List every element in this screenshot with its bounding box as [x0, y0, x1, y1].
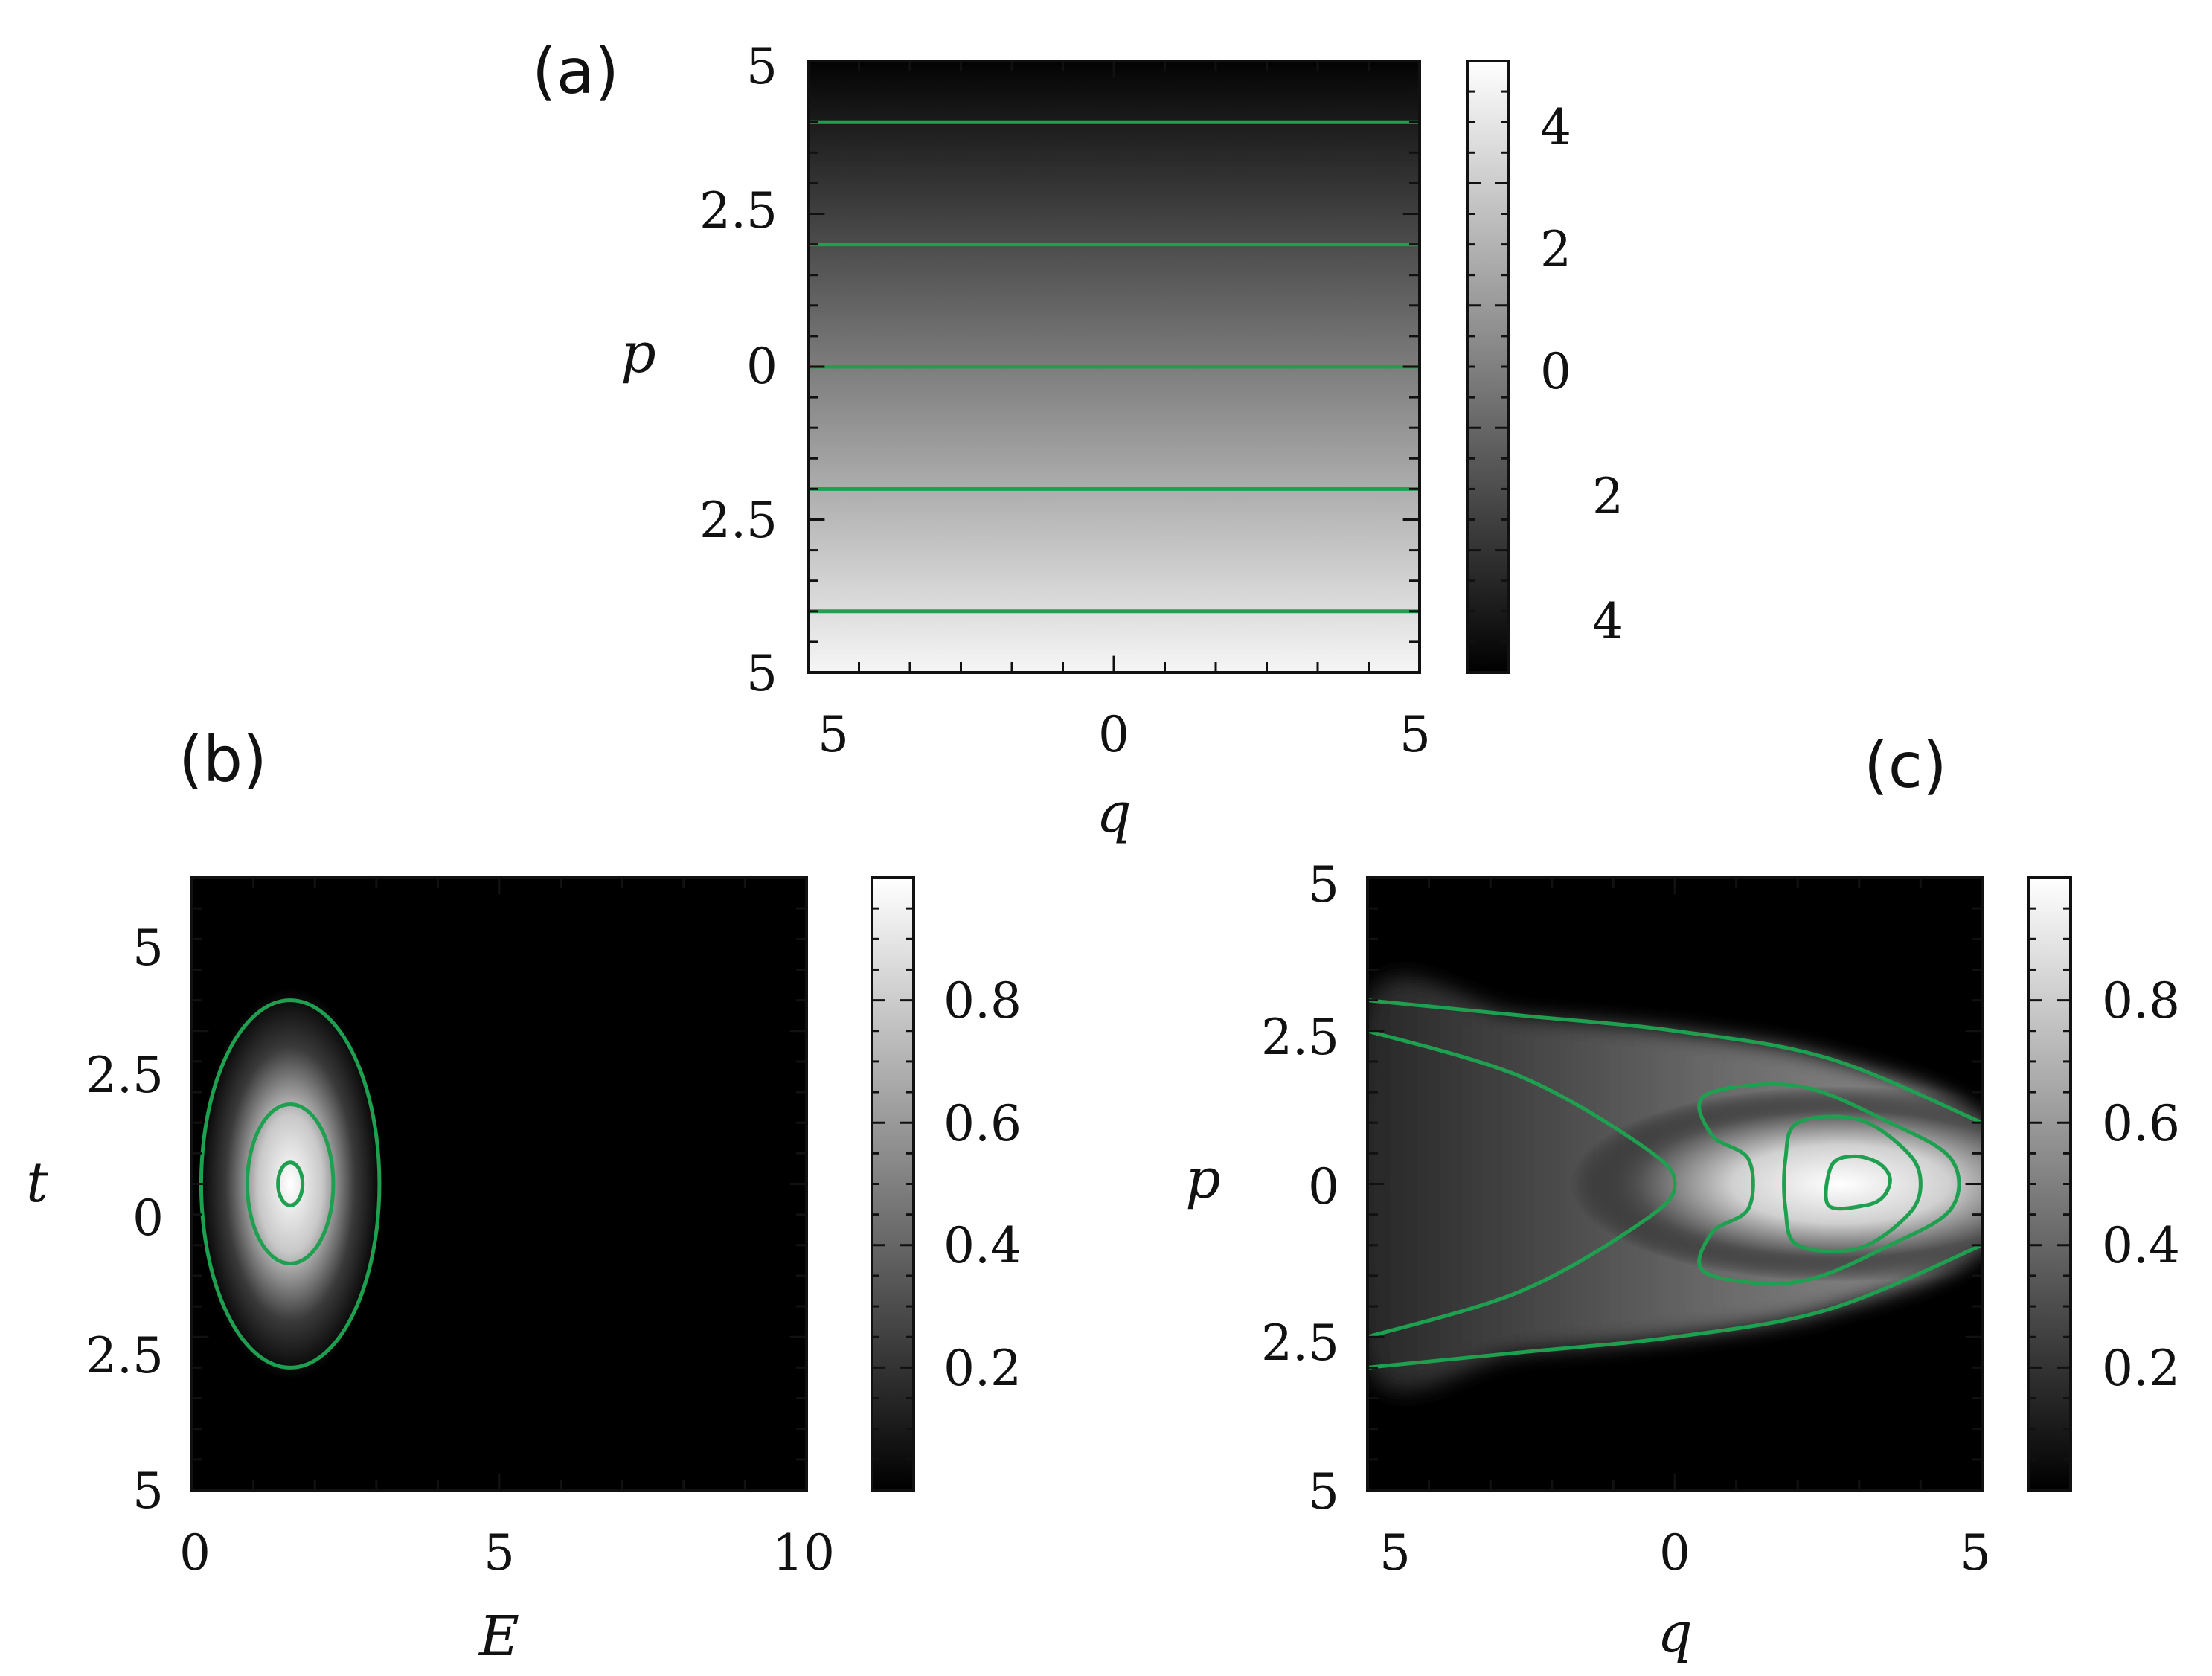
panel-a-ylabel: p — [621, 321, 655, 385]
panel-a-ytick-0: 5 — [746, 38, 778, 95]
panel-c-cbtick-3: 0.2 — [2102, 1340, 2180, 1397]
panel-a-colorbar-ticks — [1467, 60, 1509, 674]
panel-a-cbtick-3: 2 — [1592, 468, 1623, 525]
panel-b-ylabel: t — [26, 1151, 48, 1215]
panel-a-ytick-3: 2.5 — [699, 492, 778, 549]
panel-c-peak — [1570, 1085, 1982, 1282]
panel-a-xtick-1: 0 — [1098, 706, 1129, 763]
panel-c-contour — [1697, 1082, 1961, 1285]
panel-c-xlabel: q — [1657, 1601, 1692, 1665]
panel-b-ticks — [190, 876, 808, 1492]
panel-c-contour — [1824, 1154, 1892, 1211]
panel-c-ytick-4: 5 — [1308, 1463, 1339, 1521]
panel-c-ticks — [1366, 876, 1984, 1492]
panel-a-contours — [808, 120, 1420, 614]
panel-b-xtick-0: 0 — [179, 1524, 211, 1582]
panel-c: (c) 5 2.5 0 2.5 5 5 0 5 q p 0.8 0.6 0.4 … — [1185, 729, 2180, 1665]
panel-a: (a) 5 2.5 0 2.5 5 5 0 5 q p 4 2 0 2 4 — [532, 35, 1623, 845]
panel-a-xtick-2: 5 — [1400, 706, 1431, 763]
panel-c-xtick-0: 5 — [1379, 1524, 1411, 1582]
panel-b-ytick-4: 5 — [132, 1463, 164, 1520]
panel-a-ytick-4: 5 — [746, 645, 778, 702]
panel-b-xtick-1: 5 — [484, 1524, 515, 1582]
panel-b-cbtick-1: 0.6 — [943, 1095, 1022, 1152]
panel-b-xlabel: E — [478, 1605, 519, 1669]
panel-a-cbtick-1: 2 — [1540, 221, 1571, 278]
panel-a-cbtick-0: 4 — [1540, 99, 1571, 156]
panel-b-cbtick-0: 0.8 — [943, 972, 1022, 1030]
panel-b-colorbar-ticks — [872, 876, 914, 1492]
panel-c-contour-outer-upper — [1368, 998, 1982, 1125]
panel-c-xtick-1: 0 — [1659, 1524, 1690, 1582]
panel-b-contour — [245, 1102, 336, 1265]
panel-a-ytick-2: 0 — [746, 338, 778, 395]
panel-c-ytick-2: 0 — [1308, 1158, 1339, 1216]
panel-c-contours — [1368, 998, 1982, 1370]
panel-b-cbtick-2: 0.4 — [943, 1217, 1022, 1274]
panel-b-ytick-1: 2.5 — [86, 1047, 164, 1104]
panel-a-cbtick-4: 4 — [1592, 593, 1623, 650]
panel-c-ytick-0: 5 — [1308, 856, 1339, 914]
panel-a-ticks — [807, 60, 1421, 674]
panel-c-colorbar-ticks — [2029, 876, 2071, 1492]
panel-a-ytick-1: 2.5 — [699, 182, 778, 240]
panel-a-xtick-0: 5 — [818, 706, 849, 763]
panel-b-label: (b) — [179, 723, 267, 796]
panel-b-ytick-2: 0 — [132, 1189, 164, 1247]
panel-b-ytick-0: 5 — [132, 919, 164, 977]
panel-a-cbtick-2: 0 — [1540, 343, 1571, 400]
panel-c-ylabel: p — [1185, 1147, 1220, 1211]
panel-c-cbtick-2: 0.4 — [2102, 1217, 2180, 1274]
panel-b-cbtick-3: 0.2 — [943, 1340, 1022, 1397]
panel-a-label: (a) — [532, 35, 619, 108]
panel-b-contour — [276, 1160, 305, 1207]
panel-c-ytick-3: 2.5 — [1261, 1314, 1339, 1372]
panel-a-xlabel: q — [1096, 781, 1131, 845]
panel-c-contour-inner — [1368, 1029, 1677, 1339]
panel-b: (b) 5 2.5 0 2.5 5 0 5 10 E t 0.8 0.6 0.4… — [26, 723, 1022, 1669]
panel-c-ytick-1: 2.5 — [1261, 1009, 1339, 1066]
panel-c-contour — [1782, 1114, 1923, 1253]
panel-b-peak — [198, 988, 383, 1380]
panel-c-cbtick-0: 0.8 — [2102, 972, 2180, 1030]
panel-b-ytick-3: 2.5 — [86, 1327, 164, 1384]
panel-b-xtick-2: 10 — [772, 1524, 835, 1582]
panel-c-cbtick-1: 0.6 — [2102, 1095, 2180, 1152]
panel-c-label: (c) — [1864, 729, 1947, 802]
panel-c-contour-outer-lower — [1368, 1243, 1982, 1370]
panel-c-xtick-2: 5 — [1960, 1524, 1991, 1582]
